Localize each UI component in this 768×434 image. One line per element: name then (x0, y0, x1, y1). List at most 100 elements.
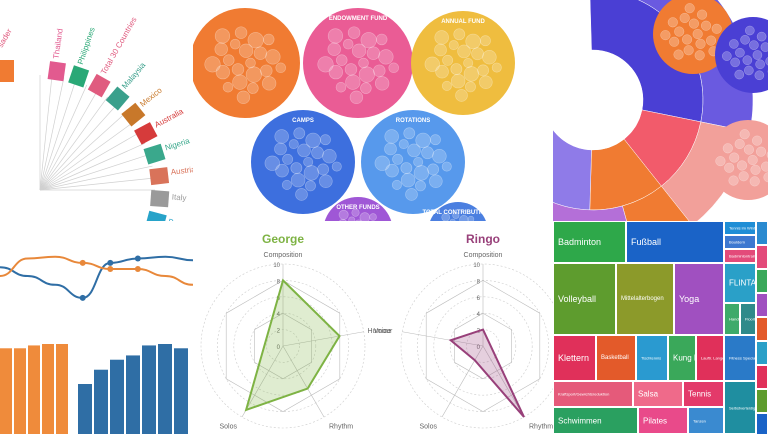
sunburst-blob-child (756, 146, 767, 157)
pack-child-circle (450, 63, 463, 75)
pack-child-circle (262, 33, 275, 46)
pack-child-circle (335, 81, 347, 93)
radar-grid-polygon (225, 280, 341, 412)
pack-child-circle (455, 89, 468, 102)
radar-axis-label: Composition (264, 252, 303, 259)
radar-tick-label: 0 (477, 345, 481, 351)
pack-group-circle (324, 197, 392, 221)
sunburst-blob-child (667, 17, 678, 28)
radar-grid-ring (433, 296, 533, 396)
pack-child-circle (442, 54, 454, 66)
treemap-cell-label: Mittelalterbogen (621, 296, 664, 302)
pack-child-circle (274, 129, 289, 144)
treemap-cell: Salsa (633, 381, 683, 407)
radar-axis-label: Humour (367, 328, 393, 335)
pack-child-circle (441, 161, 452, 172)
pack-child-circle (229, 38, 241, 50)
treemap-cell: Selbstverteidigung (724, 381, 756, 434)
pack-group-circle (411, 11, 515, 115)
pack-child-circle (303, 157, 314, 167)
pack-child-circle (358, 66, 375, 83)
treemap-cell-label: Salsa (638, 389, 659, 399)
sunburst-blob-child (715, 156, 726, 167)
sunburst-blob-child (730, 57, 740, 68)
treemap-cell: Tennis (683, 381, 724, 407)
pack-group-label: ANNUAL FUND (441, 19, 485, 25)
pack-child-circle (477, 64, 490, 77)
pack-child-circle (232, 74, 248, 90)
pack-child-circle (336, 54, 348, 66)
sunburst-blob-child (735, 47, 745, 58)
treemap-cell-label: Pilates (643, 416, 668, 425)
line-series (0, 255, 193, 299)
sunburst-blob-child (729, 152, 740, 163)
treemap-cell: Kraftsport/Gewichtsreduktion (553, 381, 633, 407)
sunburst-panel (553, 0, 768, 221)
treemap-cell-label: Bouldern (729, 239, 746, 245)
radar-tick-label: 6 (477, 296, 481, 302)
pack-child-circle (245, 66, 262, 83)
radar-grid-ring (449, 312, 517, 380)
sunburst-blob-child (724, 162, 735, 173)
pack-child-circle (260, 64, 273, 77)
pack-child-circle (421, 146, 434, 160)
sunburst-blob-child (760, 42, 768, 52)
radial-guide-line (39, 112, 126, 191)
pack-child-circle (305, 180, 316, 192)
pack-child-circle (290, 172, 306, 188)
pack-child-circle (449, 218, 456, 221)
pack-child-circle (398, 139, 409, 150)
radar-axis-label: Rhythm (329, 424, 353, 431)
radar-charts: George Ringo Composition Voice Rhythm Solos… (200, 232, 553, 431)
pack-group-label: CAMPS (292, 118, 314, 124)
treemap-cell-label: Floorball (745, 316, 756, 322)
bar (42, 344, 54, 434)
radial-guide-line (39, 132, 140, 191)
pack-child-circle (465, 81, 476, 93)
sunburst-blob (715, 17, 768, 93)
treemap-cell-small (756, 245, 768, 269)
radar-tick-label: 4 (277, 312, 281, 318)
sunburst-chart (553, 0, 768, 221)
pack-child-circle (290, 162, 303, 174)
pack-child-circle (295, 188, 308, 201)
pack-child-circle (407, 143, 421, 158)
pack-child-circle (450, 73, 466, 89)
pack-child-circle (441, 80, 452, 91)
pack-child-circle (222, 81, 234, 93)
sunburst-blob-child (750, 164, 761, 175)
pack-child-circle (348, 216, 356, 221)
pack-child-circle (378, 49, 394, 65)
pack-group-circle (193, 8, 300, 118)
sunburst-blob (653, 0, 733, 74)
treemap-cell-label: Tennis im Wintersemester (729, 225, 756, 231)
radial-guide-line (39, 96, 108, 191)
pack-child-circle (452, 211, 460, 219)
pack-child-circle (245, 57, 256, 69)
bar (142, 345, 156, 434)
sunburst-blob-child (754, 70, 765, 81)
treemap-cell-label: Badminton (558, 237, 602, 247)
pack-child-circle (328, 65, 343, 80)
radar-grid-ring (233, 296, 333, 396)
pack-child-circle (319, 174, 333, 189)
pack-child-circle (392, 153, 404, 165)
radar-axis-line (282, 331, 364, 347)
treemap-cell: Yoga (674, 263, 724, 335)
line-point (134, 255, 141, 262)
radial-label: Italy (172, 193, 187, 203)
pack-child-circle (247, 82, 259, 94)
pack-child-circle (305, 132, 321, 149)
pack-child-circle (375, 33, 388, 46)
sunburst-blob-child (739, 129, 750, 140)
pack-child-circle (413, 157, 424, 167)
sunburst-blob-child (684, 3, 695, 14)
pack-child-circle (274, 142, 287, 156)
pack-child-circle (236, 90, 251, 104)
pack-child-circle (465, 33, 481, 50)
pack-child-circle (429, 134, 441, 146)
radial-guide-line (39, 165, 153, 191)
pack-group-circle (430, 202, 486, 221)
sunburst-blob-child (744, 65, 754, 76)
pack-child-circle (262, 76, 277, 91)
